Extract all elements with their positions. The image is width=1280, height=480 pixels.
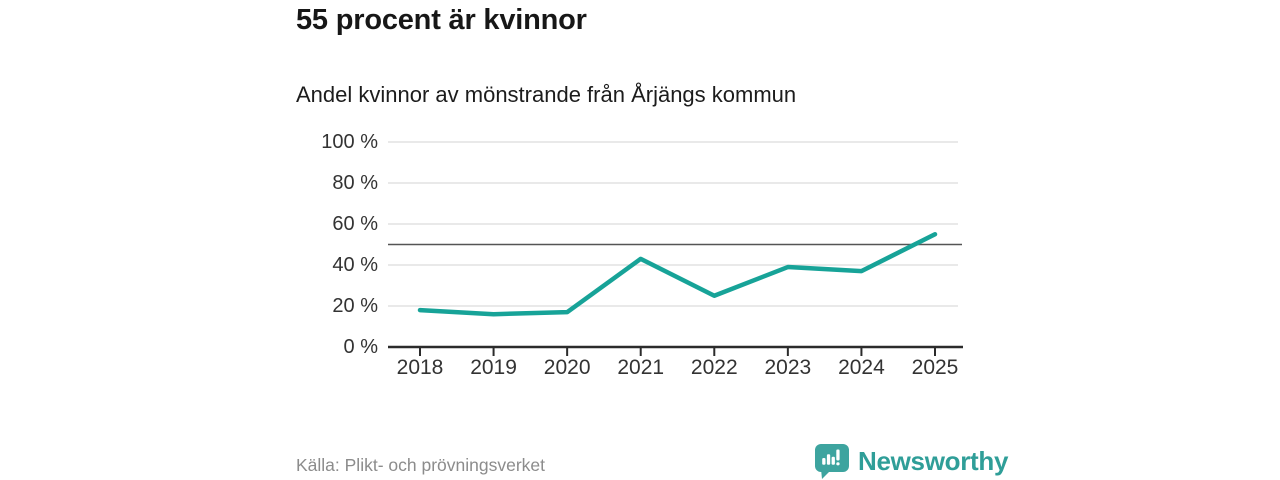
y-tick-label: 100 % — [321, 131, 378, 153]
brand: Newsworthy — [814, 443, 1008, 479]
y-tick-label: 40 % — [332, 254, 378, 276]
y-axis: 0 % 20 % 40 % 60 % 80 % 100 % — [288, 131, 378, 358]
logo-bar — [831, 456, 835, 465]
source-note: Källa: Plikt- och prövningsverket — [296, 455, 545, 475]
x-tick-label: 2019 — [470, 356, 517, 379]
logo-exclamation-dot — [836, 462, 840, 466]
plot-area — [388, 141, 963, 356]
logo-bar — [822, 458, 826, 465]
x-tick-label: 2024 — [838, 356, 885, 379]
x-tick-label: 2021 — [617, 356, 665, 379]
newsworthy-logo-icon — [815, 444, 849, 479]
data-line — [417, 232, 938, 317]
x-tick-label: 2018 — [396, 356, 444, 379]
logo-bar — [826, 454, 831, 465]
y-tick-label: 60 % — [332, 213, 378, 235]
y-tick-label: 0 % — [343, 336, 378, 358]
x-tick-label: 2022 — [690, 356, 738, 379]
x-tick-label: 2023 — [764, 356, 812, 379]
chart-title: 55 procent är kvinnor — [296, 4, 587, 36]
x-tick-label: 2025 — [911, 356, 959, 379]
logo-bubble-tail — [821, 469, 832, 479]
logo-exclamation-bar — [836, 449, 840, 461]
chart-subtitle: Andel kvinnor av mönstrande från Årjängs… — [296, 82, 797, 107]
brand-name: Newsworthy — [858, 445, 1009, 476]
y-tick-label: 20 % — [332, 295, 378, 317]
y-tick-label: 80 % — [332, 172, 378, 194]
x-tick-label: 2020 — [543, 356, 591, 379]
